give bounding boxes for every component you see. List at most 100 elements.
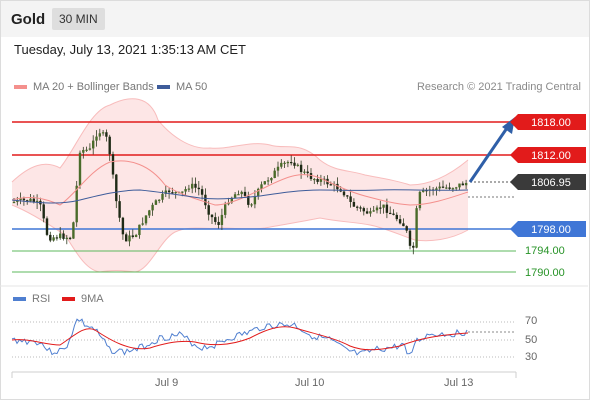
rsi-axis-50: 50 — [525, 334, 538, 346]
candle-body — [379, 207, 382, 209]
candle-body — [418, 191, 422, 209]
candle-body — [131, 235, 134, 237]
candle-body — [303, 171, 306, 173]
price-tag-1812: 1812.00 — [531, 150, 571, 162]
candle-body — [227, 202, 230, 205]
candle-body — [290, 162, 293, 164]
candle-body — [352, 201, 356, 207]
candle-body — [125, 234, 128, 242]
price-tag-1818: 1818.00 — [531, 117, 571, 129]
rsi-9ma-line — [11, 326, 469, 351]
legend-swatch-9ma — [62, 297, 75, 301]
candle-body — [286, 162, 290, 164]
candle-body — [98, 133, 101, 137]
candle-body — [346, 195, 349, 197]
candle-body — [207, 205, 210, 215]
candle-body — [65, 237, 68, 239]
candle-body — [128, 235, 131, 242]
candle-body — [299, 164, 303, 173]
candle-body — [247, 195, 250, 205]
candle-body — [293, 162, 296, 166]
candle-body — [88, 148, 92, 150]
candle-body — [204, 194, 207, 206]
candle-body — [171, 192, 174, 194]
candle-body — [108, 136, 111, 155]
rsi-line — [11, 318, 468, 356]
candle-body — [181, 191, 184, 193]
candle-body — [319, 178, 323, 182]
tag-arrow-1818 — [510, 114, 518, 130]
x-label-jul10: Jul 10 — [295, 377, 325, 389]
timeframe-badge[interactable]: 30 MIN — [52, 8, 105, 30]
ma50-line — [11, 189, 469, 204]
candle-body — [270, 178, 273, 181]
candle-body — [161, 193, 164, 200]
candle-body — [75, 185, 78, 223]
candle-body — [243, 191, 247, 196]
candle-body — [230, 197, 233, 203]
candle-body — [158, 199, 161, 201]
legend-label-ma20: MA 20 + Bollinger Bands — [33, 81, 154, 93]
candle-body — [19, 198, 22, 201]
legend-rsi: RSI — [13, 293, 50, 305]
price-tag-1798: 1798.00 — [531, 224, 571, 236]
candle-body — [237, 194, 240, 196]
candle-body — [35, 200, 39, 203]
candle-body — [200, 189, 204, 195]
candle-body — [138, 224, 141, 236]
candle-body — [309, 173, 313, 180]
candle-body — [441, 186, 445, 188]
candle-body — [276, 166, 280, 171]
candle-body — [405, 226, 408, 231]
candle-body — [451, 188, 455, 190]
candle-body — [22, 198, 26, 201]
candle-body — [389, 212, 392, 215]
candle-body — [250, 204, 253, 206]
candle-body — [412, 245, 415, 248]
candle-body — [266, 180, 270, 182]
candle-body — [365, 211, 369, 214]
candle-body — [12, 201, 16, 204]
projection-arrow-shaft — [468, 127, 509, 183]
candle-body — [313, 178, 316, 181]
candle-body — [461, 183, 464, 186]
candle-body — [372, 210, 375, 212]
candle-body — [45, 218, 49, 235]
x-label-jul13: Jul 13 — [444, 377, 474, 389]
candle-body — [95, 136, 98, 141]
candle-body — [92, 140, 95, 149]
candlesticks — [12, 128, 468, 255]
price-tag-1790: 1790.00 — [525, 267, 565, 279]
candle-body — [197, 187, 200, 190]
legend-swatch-ma50 — [157, 85, 170, 89]
legend-ma50: MA 50 — [157, 81, 207, 93]
instrument-title: Gold — [11, 11, 46, 28]
candle-body — [141, 223, 144, 225]
tag-arrow-1812 — [510, 147, 518, 163]
candle-body — [148, 210, 151, 216]
candle-body — [72, 222, 75, 239]
candle-body — [296, 164, 299, 166]
candle-body — [82, 149, 85, 153]
candle-body — [422, 190, 425, 192]
candle-body — [49, 234, 52, 241]
candle-body — [385, 204, 389, 213]
candle-body — [395, 214, 398, 220]
tag-arrow-1798 — [510, 221, 518, 237]
price-tag-last: 1806.95 — [531, 177, 571, 189]
candle-body — [458, 183, 461, 188]
timestamp: Tuesday, July 13, 2021 1:35:13 AM CET — [14, 42, 246, 57]
candle-body — [210, 214, 214, 218]
candle-body — [111, 154, 115, 175]
candle-body — [306, 171, 309, 174]
candle-body — [191, 183, 194, 189]
copyright: Research © 2021 Trading Central — [416, 81, 581, 93]
candle-body — [362, 208, 365, 212]
candle-body — [240, 191, 243, 195]
candle-body — [85, 149, 88, 151]
candle-body — [253, 196, 257, 205]
candle-body — [445, 187, 448, 189]
candle-body — [359, 207, 362, 209]
candle-body — [263, 181, 266, 185]
candle-body — [438, 186, 441, 189]
